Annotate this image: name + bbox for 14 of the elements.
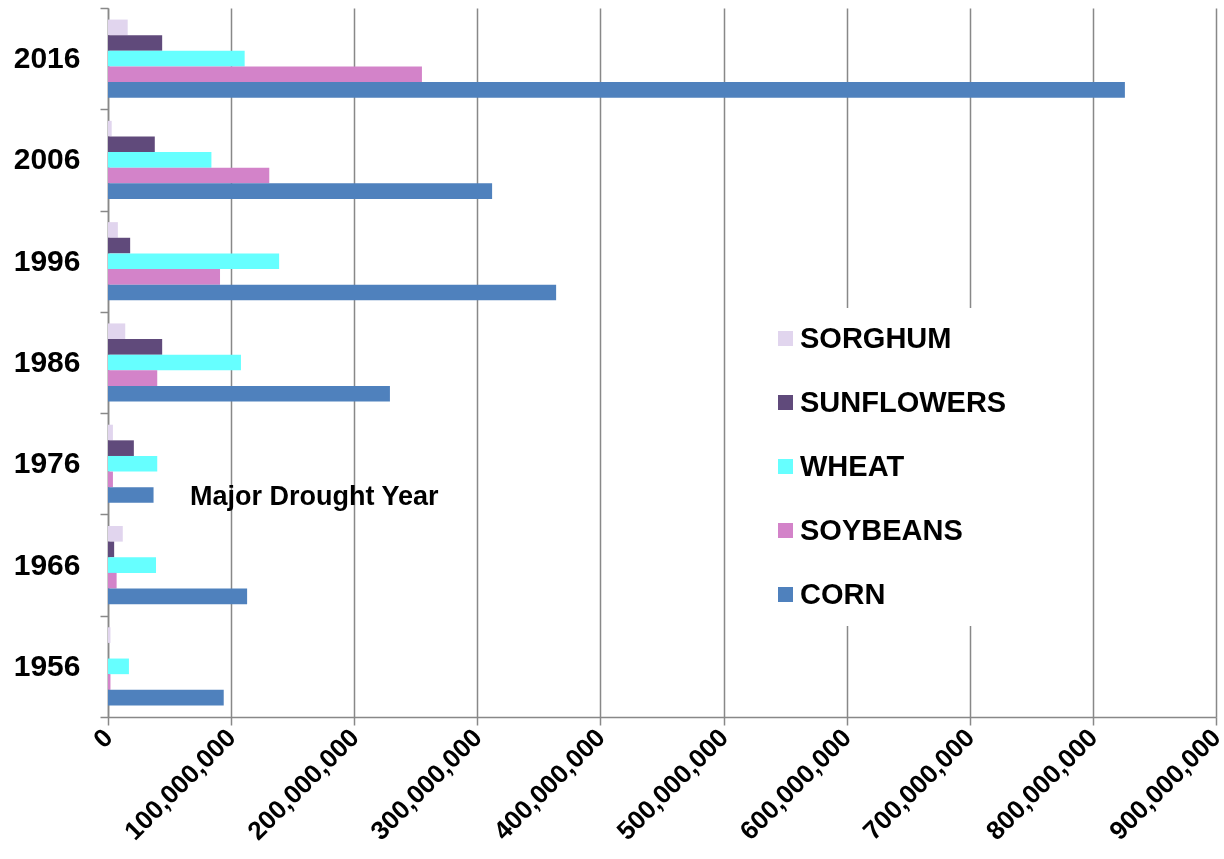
- legend-label: SUNFLOWERS: [800, 385, 1007, 418]
- y-tick-label: 1976: [13, 446, 81, 480]
- legend-label: SOYBEANS: [800, 513, 963, 546]
- annotation: Major Drought Year: [190, 481, 440, 511]
- legend-label: WHEAT: [800, 449, 905, 482]
- y-tick-label: 1996: [13, 243, 81, 277]
- x-tick-label: 0: [86, 722, 119, 754]
- y-tick-label: 1966: [13, 547, 81, 581]
- y-tick-label: 2016: [13, 41, 81, 75]
- y-tick-label: 1986: [13, 345, 81, 378]
- legend-label: CORN: [800, 577, 886, 610]
- y-tick-label: 2006: [13, 142, 81, 176]
- y-tick-label: 1956: [13, 648, 81, 682]
- legend-label: SORGHUM: [800, 321, 952, 354]
